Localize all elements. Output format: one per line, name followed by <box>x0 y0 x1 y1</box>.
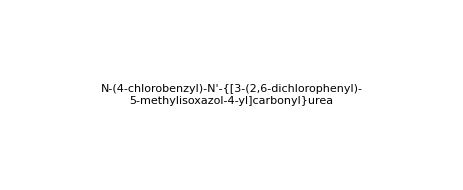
Text: N-(4-chlorobenzyl)-N'-{[3-(2,6-dichlorophenyl)-
5-methylisoxazol-4-yl]carbonyl}u: N-(4-chlorobenzyl)-N'-{[3-(2,6-dichlorop… <box>100 84 363 106</box>
